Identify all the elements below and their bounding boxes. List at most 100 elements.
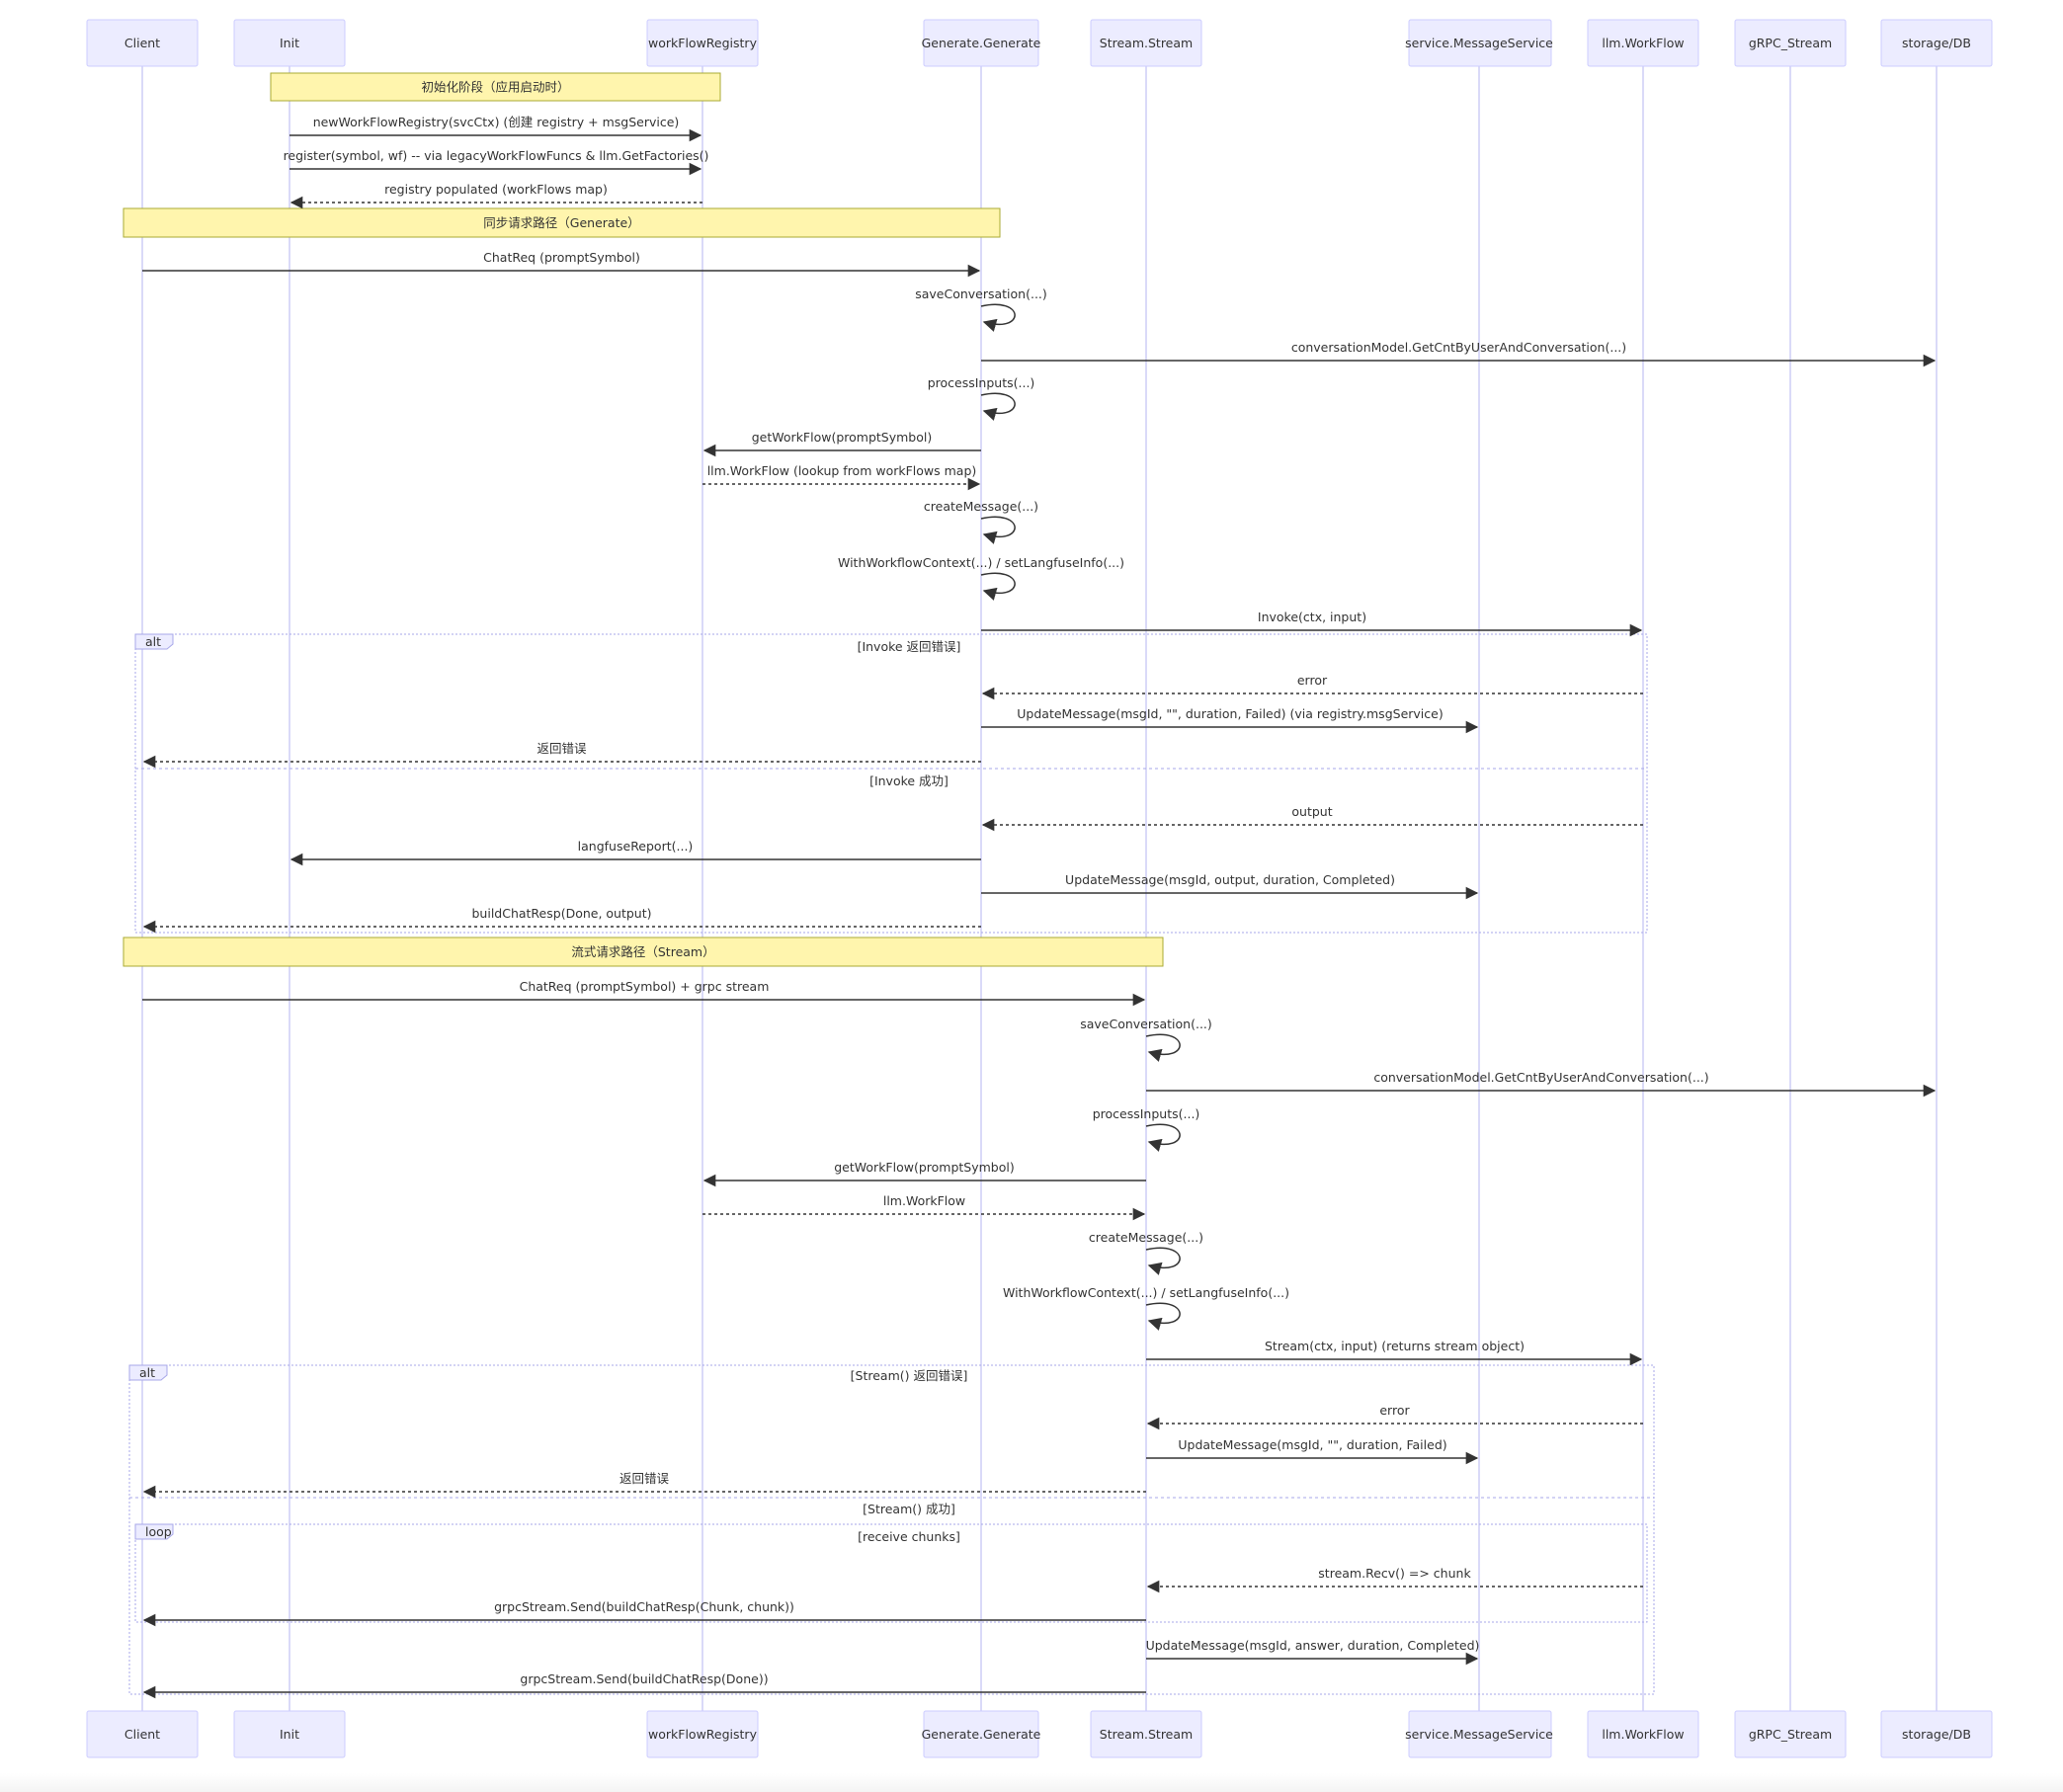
participant-label: llm.WorkFlow <box>1602 1727 1684 1742</box>
participant-msgsvc-bottom: service.MessageService <box>1405 1710 1553 1758</box>
message-label: 返回错误 <box>619 1471 670 1486</box>
note-text: 流式请求路径（Stream） <box>571 944 714 959</box>
message-label: registry populated (workFlows map) <box>384 182 608 197</box>
participant-label: Generate.Generate <box>922 1727 1041 1742</box>
message-label: grpcStream.Send(buildChatResp(Chunk, chu… <box>494 1599 794 1614</box>
frame-condition: [Invoke 返回错误] <box>858 639 961 654</box>
message-31: 返回错误 <box>142 1471 1146 1499</box>
frame-condition: [receive chunks] <box>858 1529 960 1544</box>
message-6: conversationModel.GetCntByUserAndConvers… <box>981 340 1937 367</box>
participant-client-bottom: Client <box>86 1710 199 1758</box>
message-23: processInputs(...) <box>1093 1106 1199 1152</box>
message-label: UpdateMessage(msgId, answer, duration, C… <box>1146 1638 1480 1653</box>
message-29: error <box>1146 1403 1643 1430</box>
message-16: output <box>981 804 1643 832</box>
message-20: ChatReq (promptSymbol) + grpc stream <box>142 979 1146 1007</box>
message-27: WithWorkflowContext(...) / setLangfuseIn… <box>1003 1285 1289 1331</box>
message-label: Stream(ctx, input) (returns stream objec… <box>1265 1339 1525 1353</box>
participant-label: storage/DB <box>1902 36 1971 50</box>
message-label: UpdateMessage(msgId, "", duration, Faile… <box>1017 706 1443 721</box>
participant-registry-bottom: workFlowRegistry <box>646 1710 759 1758</box>
message-label: getWorkFlow(promptSymbol) <box>834 1160 1015 1175</box>
participant-generate-top: Generate.Generate <box>922 19 1041 67</box>
message-label: output <box>1291 804 1332 819</box>
participant-heads: Client Client Init Init workFlowRegistry work… <box>86 19 1993 1758</box>
message-label: error <box>1297 673 1328 688</box>
notes: 初始化阶段（应用启动时） 同步请求路径（Generate） 流式请求路径（Strea… <box>123 72 1164 967</box>
message-label: ChatReq (promptSymbol) <box>483 250 640 265</box>
participant-label: Client <box>124 1727 160 1742</box>
message-label: Invoke(ctx, input) <box>1258 610 1366 624</box>
participant-db-top: storage/DB <box>1880 19 1993 67</box>
frame-tag: alt <box>139 1365 155 1380</box>
message-label: register(symbol, wf) -- via legacyWorkFl… <box>284 148 709 163</box>
message-32: stream.Recv() => chunk <box>1146 1566 1643 1593</box>
message-3: registry populated (workFlows map) <box>289 182 702 209</box>
message-11: WithWorkflowContext(...) / setLangfuseIn… <box>838 555 1124 601</box>
message-label: conversationModel.GetCntByUserAndConvers… <box>1373 1070 1708 1085</box>
message-19: buildChatResp(Done, output) <box>142 906 981 934</box>
message-label: WithWorkflowContext(...) / setLangfuseIn… <box>1003 1285 1289 1300</box>
note-phase-2: 同步请求路径（Generate） <box>123 207 1001 238</box>
frame-tag: loop <box>145 1524 172 1539</box>
lifelines <box>141 66 1938 1711</box>
message-15: 返回错误 <box>142 741 981 769</box>
message-label: grpcStream.Send(buildChatResp(Done)) <box>520 1671 768 1686</box>
participant-label: storage/DB <box>1902 1727 1971 1742</box>
message-34: UpdateMessage(msgId, answer, duration, C… <box>1146 1638 1480 1666</box>
participant-label: gRPC_Stream <box>1749 36 1832 50</box>
frame-condition: [Stream() 成功] <box>863 1502 955 1516</box>
participant-generate-bottom: Generate.Generate <box>922 1710 1041 1758</box>
participant-label: Generate.Generate <box>922 36 1041 50</box>
frame-condition: [Stream() 返回错误] <box>851 1368 968 1383</box>
frame-alt-2: alt [Stream() 返回错误] [Stream() 成功] <box>128 1364 1655 1695</box>
participant-label: Stream.Stream <box>1100 1727 1193 1742</box>
message-13: error <box>981 673 1643 700</box>
participant-stream-bottom: Stream.Stream <box>1090 1710 1202 1758</box>
participant-label: service.MessageService <box>1405 36 1553 50</box>
note-phase-3: 流式请求路径（Stream） <box>123 937 1164 967</box>
message-7: processInputs(...) <box>928 375 1035 421</box>
message-label: buildChatResp(Done, output) <box>471 906 651 921</box>
message-21: saveConversation(...) <box>1080 1017 1212 1062</box>
message-label: UpdateMessage(msgId, "", duration, Faile… <box>1178 1437 1446 1452</box>
message-28: Stream(ctx, input) (returns stream objec… <box>1146 1339 1643 1366</box>
note-text: 初始化阶段（应用启动时） <box>421 80 569 95</box>
message-12: Invoke(ctx, input) <box>981 610 1643 637</box>
participant-llm-top: llm.WorkFlow <box>1587 19 1699 67</box>
message-10: createMessage(...) <box>924 499 1038 544</box>
message-26: createMessage(...) <box>1089 1230 1203 1275</box>
participant-label: workFlowRegistry <box>648 1727 758 1742</box>
participant-init-top: Init <box>233 19 346 67</box>
participant-grpc-bottom: gRPC_Stream <box>1734 1710 1847 1758</box>
message-label: conversationModel.GetCntByUserAndConvers… <box>1291 340 1626 355</box>
message-label: processInputs(...) <box>928 375 1035 390</box>
message-5: saveConversation(...) <box>915 286 1047 332</box>
message-30: UpdateMessage(msgId, "", duration, Faile… <box>1146 1437 1479 1465</box>
participant-db-bottom: storage/DB <box>1880 1710 1993 1758</box>
message-label: createMessage(...) <box>924 499 1038 514</box>
message-label: langfuseReport(...) <box>578 839 694 854</box>
participant-msgsvc-top: service.MessageService <box>1405 19 1553 67</box>
message-label: ChatReq (promptSymbol) + grpc stream <box>520 979 770 994</box>
message-label: llm.WorkFlow <box>883 1193 965 1208</box>
message-label: WithWorkflowContext(...) / setLangfuseIn… <box>838 555 1124 570</box>
message-label: 返回错误 <box>536 741 587 756</box>
participant-client-top: Client <box>86 19 199 67</box>
message-label: error <box>1379 1403 1410 1418</box>
messages: newWorkFlowRegistry(svcCtx) (创建 registry… <box>142 115 1937 1699</box>
message-22: conversationModel.GetCntByUserAndConvers… <box>1146 1070 1937 1098</box>
message-label: llm.WorkFlow (lookup from workFlows map) <box>707 463 977 478</box>
note-phase-1: 初始化阶段（应用启动时） <box>270 72 721 102</box>
message-18: UpdateMessage(msgId, output, duration, C… <box>981 872 1479 900</box>
message-label: UpdateMessage(msgId, output, duration, C… <box>1065 872 1395 887</box>
message-25: llm.WorkFlow <box>702 1193 1146 1221</box>
message-label: stream.Recv() => chunk <box>1318 1566 1471 1581</box>
note-text: 同步请求路径（Generate） <box>483 215 639 230</box>
message-33: grpcStream.Send(buildChatResp(Chunk, chu… <box>142 1599 1146 1627</box>
message-label: saveConversation(...) <box>1080 1017 1212 1031</box>
participant-label: gRPC_Stream <box>1749 1727 1832 1742</box>
participant-label: llm.WorkFlow <box>1602 36 1684 50</box>
participant-label: workFlowRegistry <box>648 36 758 50</box>
